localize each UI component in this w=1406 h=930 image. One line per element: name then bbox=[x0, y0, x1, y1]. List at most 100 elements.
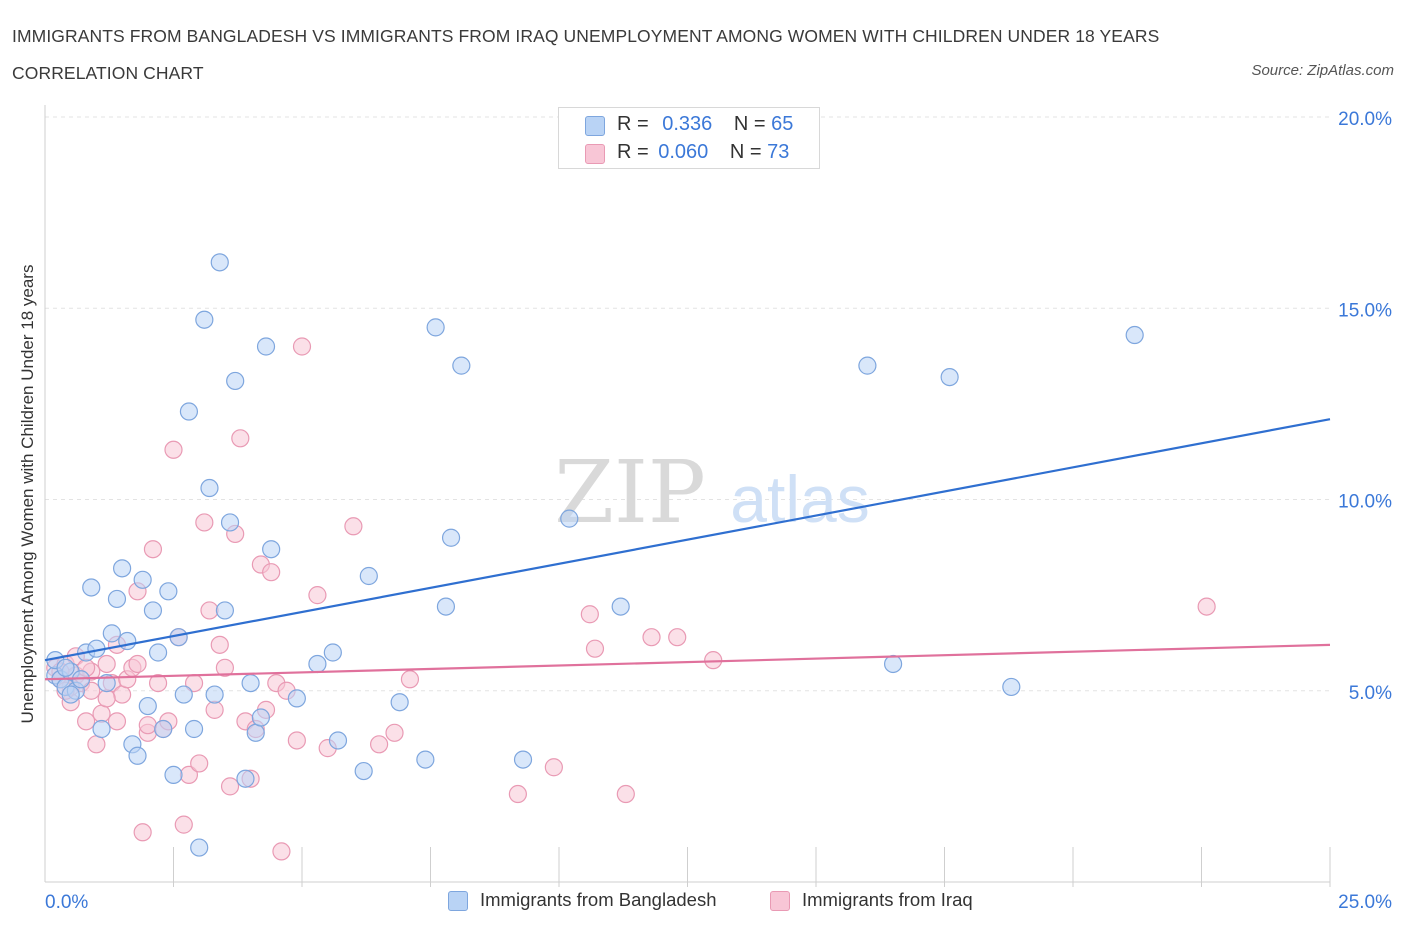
iraq-point bbox=[97, 689, 116, 708]
y-axis-label: Unemployment Among Women with Children U… bbox=[18, 265, 37, 724]
iraq-point bbox=[370, 735, 389, 754]
iraq-point bbox=[668, 628, 687, 647]
bangladesh-point bbox=[190, 838, 209, 857]
iraq-legend-swatch bbox=[770, 891, 790, 911]
bangladesh-point bbox=[148, 643, 168, 662]
bangladesh-point bbox=[82, 578, 101, 597]
bangladesh-point bbox=[215, 601, 234, 620]
iraq-point bbox=[344, 517, 363, 536]
bangladesh-point bbox=[164, 765, 183, 785]
chart-source: Source: ZipAtlas.com bbox=[1251, 62, 1394, 79]
bangladesh-legend-swatch bbox=[448, 891, 468, 911]
bangladesh-point bbox=[241, 673, 260, 693]
n-label: N = bbox=[729, 141, 762, 163]
bangladesh-swatch bbox=[585, 116, 605, 136]
bangladesh-point bbox=[359, 566, 378, 586]
iraq-point bbox=[287, 731, 306, 750]
bangladesh-point bbox=[236, 769, 255, 788]
bangladesh-point bbox=[226, 371, 245, 391]
iraq-point bbox=[77, 712, 96, 731]
iraq-point bbox=[112, 685, 132, 704]
bangladesh-point bbox=[112, 559, 132, 578]
bangladesh-point bbox=[328, 731, 348, 750]
iraq-point bbox=[195, 513, 214, 532]
iraq-point bbox=[133, 823, 152, 842]
bangladesh-point bbox=[256, 337, 276, 356]
bangladesh-point bbox=[441, 528, 461, 547]
bangladesh-point bbox=[246, 723, 265, 742]
bangladesh-point bbox=[940, 368, 959, 387]
iraq-point bbox=[200, 601, 219, 620]
bangladesh-point bbox=[251, 708, 270, 727]
bangladesh-point bbox=[138, 696, 157, 716]
bangladesh-point bbox=[513, 750, 533, 769]
iraq-point bbox=[231, 429, 250, 448]
bangladesh-point bbox=[1125, 325, 1144, 345]
bangladesh-point bbox=[220, 513, 240, 532]
iraq-point bbox=[164, 440, 183, 459]
r-value-bangladesh: 0.336 bbox=[662, 113, 713, 135]
iraq-point bbox=[262, 563, 281, 582]
y-tick-label: 5.0% bbox=[1349, 683, 1392, 704]
bangladesh-point bbox=[560, 509, 579, 528]
bangladesh-point bbox=[118, 631, 137, 651]
bangladesh-point bbox=[184, 719, 204, 739]
iraq-point bbox=[92, 704, 111, 723]
bangladesh-point bbox=[174, 685, 193, 704]
stats-legend: R = 0.336 N = 65 R = 0.060 N = 73 bbox=[558, 107, 820, 169]
bangladesh-point bbox=[97, 673, 116, 693]
bangladesh-point bbox=[56, 658, 75, 677]
iraq-point bbox=[107, 712, 127, 731]
bangladesh-point bbox=[883, 654, 903, 674]
iraq-point bbox=[205, 700, 224, 719]
iraq-point bbox=[220, 777, 240, 796]
bangladesh-point bbox=[287, 689, 306, 708]
bangladesh-point bbox=[436, 597, 456, 616]
trend-line-bangladesh bbox=[44, 418, 1331, 662]
tick-labels: 5.0% 10.0% 15.0% 20.0% 0.0% 25.0% bbox=[45, 109, 1392, 913]
iraq-point bbox=[308, 586, 327, 605]
bangladesh-point bbox=[205, 685, 224, 704]
iraq-point bbox=[97, 654, 116, 674]
bangladesh-point bbox=[195, 310, 214, 329]
legend-label-bangladesh: Immigrants from Bangladesh bbox=[480, 889, 717, 910]
data-points bbox=[46, 253, 1216, 861]
chart-title: IMMIGRANTS FROM BANGLADESH VS IMMIGRANTS… bbox=[12, 26, 1160, 83]
bangladesh-point bbox=[210, 253, 229, 272]
y-tick-label: 10.0% bbox=[1338, 492, 1392, 513]
bangladesh-point bbox=[611, 597, 630, 616]
iraq-point bbox=[143, 540, 163, 559]
trend-line-iraq bbox=[44, 643, 1331, 681]
n-label: N = bbox=[733, 113, 766, 135]
bangladesh-point bbox=[143, 601, 163, 620]
bangladesh-point bbox=[416, 750, 435, 769]
bangladesh-point bbox=[102, 624, 121, 643]
iraq-point bbox=[585, 639, 605, 658]
iraq-point bbox=[128, 654, 147, 674]
iraq-point bbox=[508, 784, 527, 804]
iraq-point bbox=[272, 842, 291, 861]
bangladesh-point bbox=[133, 570, 152, 589]
bangladesh-point bbox=[354, 761, 373, 781]
x-tick-label: 25.0% bbox=[1338, 892, 1392, 913]
iraq-point bbox=[385, 723, 404, 742]
iraq-swatch bbox=[585, 144, 605, 164]
bangladesh-point bbox=[858, 356, 877, 375]
r-value-iraq: 0.060 bbox=[658, 141, 709, 163]
iraq-point bbox=[215, 658, 234, 677]
bangladesh-point bbox=[323, 643, 342, 662]
iraq-point bbox=[580, 605, 599, 624]
axes bbox=[44, 105, 1331, 887]
n-value-iraq: 73 bbox=[767, 141, 790, 163]
bangladesh-point bbox=[390, 693, 409, 712]
iraq-point bbox=[544, 758, 563, 777]
iraq-point bbox=[190, 754, 209, 773]
trend-lines bbox=[44, 418, 1331, 681]
bangladesh-point bbox=[128, 746, 147, 765]
grid-lines bbox=[45, 116, 1330, 692]
r-label: R = bbox=[617, 113, 649, 135]
iraq-point bbox=[642, 628, 661, 647]
r-label: R = bbox=[617, 141, 649, 163]
watermark-zip: ZIP bbox=[554, 443, 706, 543]
y-tick-label: 15.0% bbox=[1338, 300, 1392, 321]
